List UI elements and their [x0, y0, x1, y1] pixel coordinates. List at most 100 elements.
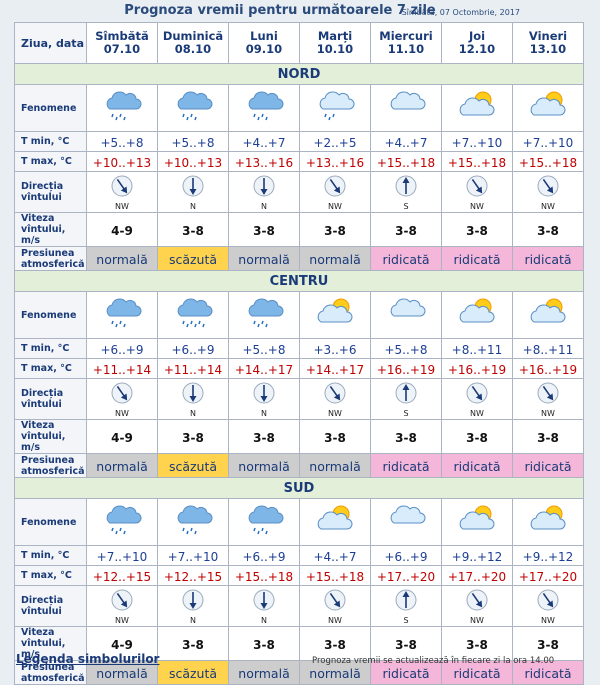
legend-link[interactable]: Legenda simbolurilor — [16, 652, 160, 666]
row-label: Fenomene — [15, 85, 86, 131]
cell: 3-8 — [513, 420, 583, 453]
cell: ridicată — [442, 454, 512, 477]
cell: +13..+16 — [300, 152, 370, 171]
cell: +6..+9 — [87, 339, 157, 358]
wind-arrow — [324, 175, 346, 196]
drop — [198, 320, 201, 325]
t-min: +6..+9 — [100, 343, 144, 357]
weather-icon — [317, 505, 353, 530]
drop — [111, 527, 114, 532]
drop — [119, 113, 122, 118]
drop — [190, 113, 193, 118]
wind-arrow — [395, 382, 417, 403]
weather-icon — [177, 91, 213, 121]
wind-arrow — [466, 175, 488, 196]
pressure: normală — [238, 459, 290, 474]
row-label: T max, °C — [15, 359, 86, 378]
t-min: +5..+8 — [242, 343, 286, 357]
row-label: T min, °C — [15, 339, 86, 358]
cell: +13..+16 — [229, 152, 299, 171]
cell: normală — [229, 247, 299, 270]
shaft — [329, 592, 339, 605]
cell: 3-8 — [371, 420, 441, 453]
cell — [513, 499, 583, 545]
data-row: Fenomene — [15, 85, 583, 131]
head — [402, 176, 410, 183]
drop — [123, 116, 126, 121]
drop — [253, 320, 256, 325]
cloud — [459, 97, 495, 116]
drop — [328, 116, 331, 121]
cell: 3-8 — [442, 627, 512, 660]
day-header: Joi 12.10 — [442, 23, 512, 63]
day-header: Vineri 13.10 — [513, 23, 583, 63]
cell: +15..+18 — [442, 152, 512, 171]
drop — [115, 116, 118, 121]
cloud — [177, 298, 213, 317]
cell: 3-8 — [442, 420, 512, 453]
data-row: Fenomene — [15, 292, 583, 338]
cell: +16..+19 — [442, 359, 512, 378]
cell: +6..+9 — [371, 546, 441, 565]
t-max: +17..+20 — [376, 570, 436, 584]
pressure: scăzută — [168, 252, 218, 267]
day-header: Marți 10.10 — [300, 23, 370, 63]
cell — [158, 85, 228, 131]
wind-arrow — [182, 589, 204, 610]
cloud — [177, 91, 213, 110]
t-max: +14..+17 — [234, 363, 294, 377]
t-min: +6..+9 — [242, 550, 286, 564]
weather-icon — [106, 298, 142, 328]
shaft — [471, 385, 481, 398]
cell — [87, 499, 157, 545]
cell: +3..+6 — [300, 339, 370, 358]
cell: ridicată — [442, 247, 512, 270]
data-row: T min, °C +7..+10 +7..+10 +6..+9 +4..+7 +6..+… — [15, 546, 583, 565]
wind-speed: 3-8 — [253, 431, 275, 445]
arrow — [471, 592, 483, 607]
wind-arrow — [395, 175, 417, 196]
cell: +8..+11 — [442, 339, 512, 358]
wind-speed: 3-8 — [466, 224, 488, 238]
drop — [194, 116, 197, 121]
cloud — [248, 91, 284, 110]
drop — [111, 113, 114, 118]
arrow — [189, 177, 197, 195]
drop — [261, 527, 264, 532]
head — [260, 395, 268, 402]
pressure: ridicată — [453, 252, 501, 267]
shaft — [329, 178, 339, 191]
day-name: Miercuri — [379, 29, 433, 43]
cell: N — [229, 172, 299, 212]
data-row: Presiunea atmosferică normală scăzută norma… — [15, 247, 583, 270]
pressure: normală — [96, 666, 148, 681]
weather-icon — [459, 505, 495, 530]
head — [333, 599, 341, 607]
t-max: +11..+14 — [163, 363, 223, 377]
wind-speed: 3-8 — [324, 638, 346, 652]
cloud — [106, 298, 142, 317]
pressure: normală — [309, 252, 361, 267]
head — [475, 599, 483, 607]
wind-arrow — [111, 589, 133, 610]
cell: +17..+20 — [371, 566, 441, 585]
pressure: normală — [309, 459, 361, 474]
t-min: +5..+8 — [100, 136, 144, 150]
pressure: ridicată — [524, 252, 572, 267]
cell: 3-8 — [158, 420, 228, 453]
drop — [257, 323, 260, 328]
cell: 3-8 — [158, 213, 228, 246]
arrow — [260, 177, 268, 195]
wind-label: S — [403, 201, 409, 211]
cell: +17..+20 — [513, 566, 583, 585]
region-row: NORD — [15, 64, 583, 84]
wind-speed: 4-9 — [111, 431, 133, 445]
pressure: scăzută — [168, 666, 218, 681]
region-row: SUD — [15, 478, 583, 498]
cell: 3-8 — [300, 420, 370, 453]
cell: +6..+9 — [158, 339, 228, 358]
cell: NW — [87, 172, 157, 212]
weather-icon — [248, 505, 284, 535]
cell — [442, 85, 512, 131]
cell — [300, 499, 370, 545]
